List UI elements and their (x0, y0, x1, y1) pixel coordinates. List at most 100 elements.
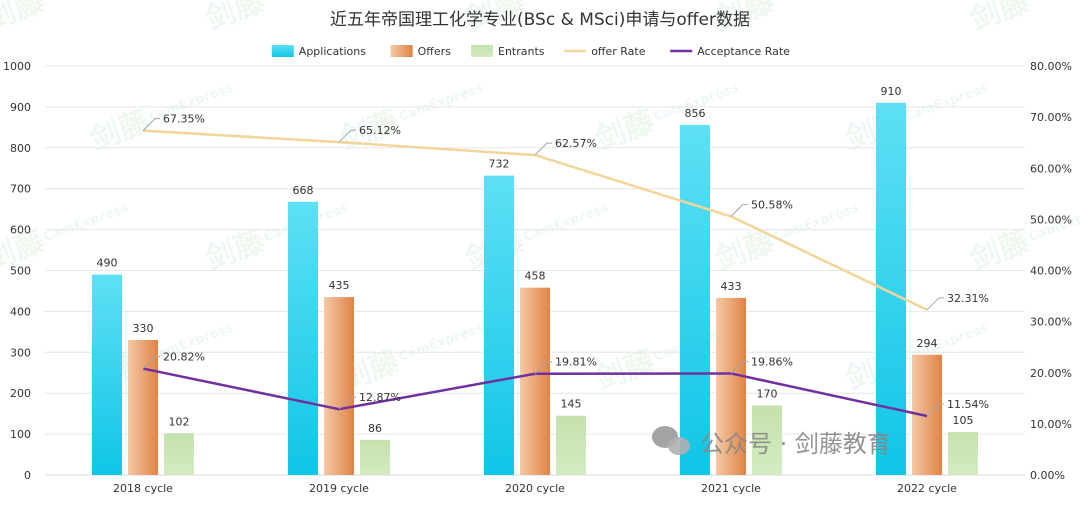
bar-applications (680, 124, 710, 476)
bar-value-label: 435 (329, 279, 350, 292)
bar-value-label: 490 (97, 257, 118, 270)
bar-offers (324, 297, 354, 475)
legend-swatch (390, 45, 413, 57)
y-right-tick-label: 70.00% (1030, 111, 1072, 124)
watermark-sub: CamExpress (42, 200, 131, 245)
bar-value-label: 170 (757, 387, 778, 400)
y-left-tick-label: 1000 (3, 60, 31, 73)
leader-line (338, 129, 356, 143)
point-label: 19.81% (555, 356, 597, 369)
bar-value-label: 856 (685, 107, 706, 120)
watermark-logo: 剑藤 (591, 104, 660, 158)
y-left-tick-label: 500 (10, 265, 31, 278)
y-axis-left: 0 100 200 300 400 500 600 700 800 900 1000 (3, 60, 31, 482)
legend-label: Offers (418, 45, 452, 58)
y-right-tick-label: 30.00% (1030, 316, 1072, 329)
y-left-tick-label: 100 (10, 428, 31, 441)
y-right-tick-label: 50.00% (1030, 213, 1072, 226)
watermark-logo: 剑藤 (711, 224, 780, 278)
x-tick-label: 2020 cycle (505, 482, 565, 495)
x-tick-label: 2018 cycle (113, 482, 173, 495)
watermark-sub: CamExpress (522, 0, 611, 5)
bar-applications (484, 175, 514, 475)
watermark-logo: 剑藤 (966, 0, 1035, 38)
point-label: 62.57% (555, 137, 597, 150)
bar-value-label: 294 (917, 337, 938, 350)
bar-value-label: 732 (489, 158, 510, 171)
watermark-logo: 剑藤 (966, 224, 1035, 278)
legend-label: Acceptance Rate (697, 45, 790, 58)
bar-value-label: 105 (953, 414, 974, 427)
point-label: 12.87% (359, 391, 401, 404)
y-left-tick-label: 400 (10, 305, 31, 318)
y-left-tick-label: 200 (10, 387, 31, 400)
legend-label: offer Rate (591, 45, 646, 58)
bar-offers (520, 287, 550, 475)
watermark-sub: CamExpress (397, 320, 486, 365)
watermark-sub: CamExpress (902, 80, 991, 125)
y-left-tick-label: 0 (24, 469, 31, 482)
point-label: 32.31% (947, 292, 989, 305)
leader-line (338, 396, 356, 410)
bar-value-label: 145 (561, 398, 582, 411)
bar-applications (288, 201, 318, 475)
x-tick-label: 2021 cycle (701, 482, 761, 495)
bar-offers (716, 297, 746, 475)
legend-swatch (471, 45, 493, 57)
leader-line (142, 356, 160, 369)
leader-line (730, 360, 748, 374)
wechat-icon-bubble (668, 437, 690, 455)
bar-offers (128, 340, 158, 475)
watermark-sub: CamExpress (772, 0, 861, 5)
legend: Applications Offers Entrants offer Rate Acce… (271, 45, 790, 58)
y-right-tick-label: 60.00% (1030, 162, 1072, 175)
legend-label: Entrants (498, 45, 545, 58)
y-right-tick-label: 20.00% (1030, 367, 1072, 380)
leader-line (534, 361, 552, 375)
watermark-badge-text: 公众号 · 剑藤教育 (700, 430, 891, 458)
watermark-sub: CamExpress (522, 200, 611, 245)
point-label: 67.35% (163, 113, 205, 126)
leader-line (926, 403, 944, 417)
y-right-tick-label: 80.00% (1030, 60, 1072, 73)
y-right-tick-label: 0.00% (1030, 469, 1065, 482)
bar-entrants (948, 432, 978, 475)
bar-value-label: 102 (169, 415, 190, 428)
bar-entrants (360, 439, 390, 475)
watermark-sub: CamExpress (397, 80, 486, 125)
watermark-sub: CamExpress (42, 0, 131, 5)
x-tick-label: 2022 cycle (897, 482, 957, 495)
bar-value-label: 910 (881, 85, 902, 98)
leader-line (730, 203, 748, 217)
y-left-tick-label: 800 (10, 142, 31, 155)
point-label: 50.58% (751, 198, 793, 211)
point-label: 11.54% (947, 398, 989, 411)
x-tick-label: 2019 cycle (309, 482, 369, 495)
point-label: 65.12% (359, 124, 401, 137)
bar-entrants (164, 433, 194, 475)
bar-applications (92, 274, 122, 475)
y-left-tick-label: 600 (10, 224, 31, 237)
bar-entrants (752, 405, 782, 475)
leader-line (926, 297, 944, 311)
chart-title: 近五年帝国理工化学专业(BSc & MSci)申请与offer数据 (330, 10, 750, 30)
watermark-sub: CamExpress (262, 0, 351, 5)
x-axis: 2018 cycle 2019 cycle 2020 cycle 2021 cycle… (45, 474, 1025, 495)
y-left-tick-label: 700 (10, 183, 31, 196)
watermark-sub: CamExpress (1027, 0, 1080, 5)
bar-value-label: 86 (368, 422, 382, 435)
y-left-tick-label: 300 (10, 346, 31, 359)
bars: 490 668 732 856 910 330 435 458 433 294 102 86 145 17… (92, 85, 978, 476)
legend-swatch (271, 45, 294, 57)
y-right-tick-label: 10.00% (1030, 418, 1072, 431)
leader-line (534, 142, 552, 156)
watermark-badge: 公众号 · 剑藤教育 (652, 426, 891, 458)
watermark-logo: 剑藤 (201, 0, 270, 38)
watermark-logo: 剑藤 (201, 224, 270, 278)
bar-value-label: 458 (525, 270, 546, 283)
point-label: 19.86% (751, 355, 793, 368)
y-right-tick-label: 40.00% (1030, 265, 1072, 278)
leader-line (142, 118, 160, 132)
